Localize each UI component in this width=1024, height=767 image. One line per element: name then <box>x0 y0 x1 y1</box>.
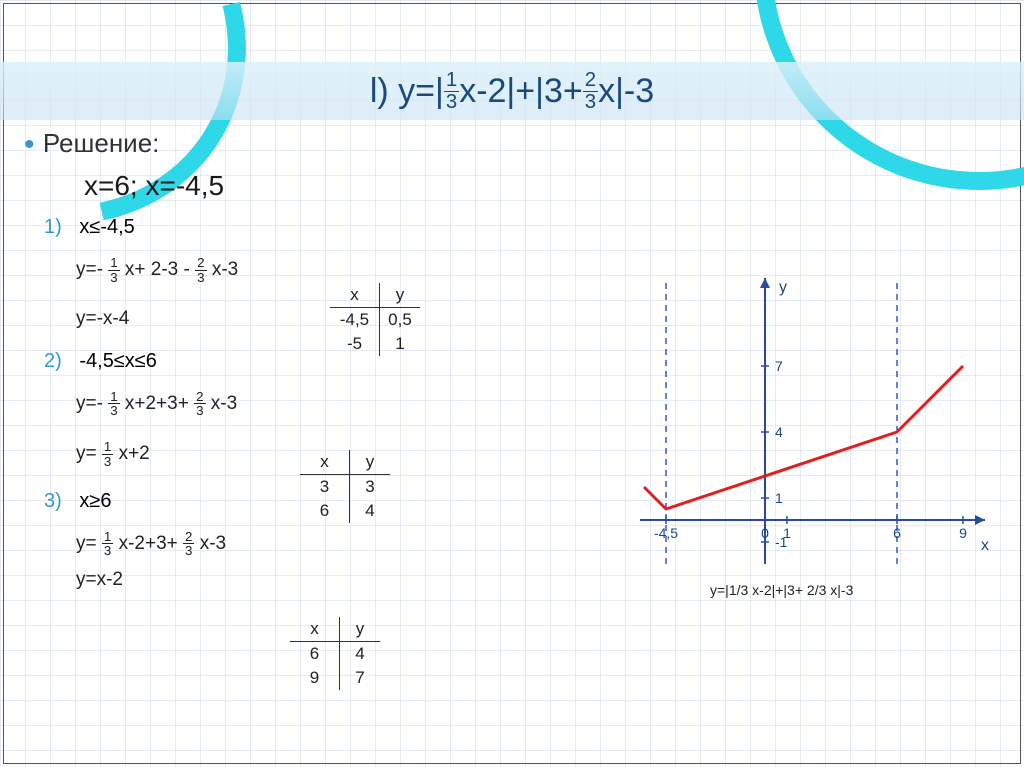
t2-r1y: 4 <box>350 499 390 523</box>
title-frac2: 2 3 <box>583 70 598 112</box>
case-1: 1) x≤-4,5 <box>44 216 624 239</box>
t2-yh: y <box>350 450 390 474</box>
svg-text:1: 1 <box>775 490 783 506</box>
t3-yh: y <box>340 617 380 641</box>
title-frac1-d: 3 <box>444 92 459 112</box>
title-frac2-d: 3 <box>583 92 598 112</box>
t1-r0y: 0,5 <box>380 308 420 332</box>
title-frac1-n: 1 <box>444 70 459 91</box>
case-3-cond: x≥6 <box>79 490 111 512</box>
c2-frac1: 13 <box>108 390 119 418</box>
c1-frac2: 23 <box>195 256 206 284</box>
content-area: Решение: x=6; x=-4,5 1) x≤-4,5 y=- 13 x+… <box>24 128 624 595</box>
c3-frac2: 23 <box>183 530 194 558</box>
c1-eq-mid: x+ 2-3 - <box>125 259 195 280</box>
case-2-cond: -4,5≤x≤6 <box>79 350 157 372</box>
t3-r1y: 7 <box>340 666 380 690</box>
c3-eq-pre: y= <box>76 533 97 554</box>
svg-text:4: 4 <box>775 424 783 440</box>
t2-r1x: 6 <box>300 499 350 523</box>
case-1-cond: x≤-4,5 <box>79 216 134 238</box>
title-band: l) y=| 1 3 x-2|+|3+ 2 3 x|-3 <box>0 62 1024 120</box>
svg-text:0: 0 <box>761 525 769 541</box>
t1-r1y: 1 <box>380 332 420 356</box>
title-suffix: x|-3 <box>598 72 654 111</box>
case-3-simp: y=x-2 <box>76 565 624 595</box>
t1-r0x: -4,5 <box>330 308 380 332</box>
svg-text:9: 9 <box>959 525 967 541</box>
t3-xh: x <box>290 617 340 641</box>
table-1: xy -4,50,5 -51 <box>330 283 420 356</box>
t2-r0x: 3 <box>300 475 350 499</box>
svg-text:y: y <box>779 279 787 296</box>
c2-eq-pre: y=- <box>76 393 108 414</box>
c2-eq-mid: x+2+3+ <box>125 393 189 414</box>
c1-eq-post: x-3 <box>212 259 238 280</box>
case-1-num: 1) <box>44 216 62 238</box>
c2-simp-post: x+2 <box>119 443 150 464</box>
table-2: xy 33 64 <box>300 450 390 523</box>
t3-r0y: 4 <box>340 642 380 666</box>
chart: -4,50169-1147yxy=|1/3 x-2|+|3+ 2/3 x|-3 <box>640 195 1000 605</box>
table-3: xy 64 97 <box>290 617 380 690</box>
c3-eq-mid: x-2+3+ <box>119 533 183 554</box>
c2-eq-post: x-3 <box>211 393 237 414</box>
case-3-eq: y= 13 x-2+3+ 23 x-3 <box>76 529 624 559</box>
case-2-eq: y=- 13 x+2+3+ 23 x-3 <box>76 389 624 419</box>
title-frac2-n: 2 <box>583 70 598 91</box>
title-frac1: 1 3 <box>444 70 459 112</box>
solution-label: Решение: <box>24 128 624 162</box>
svg-text:-1: -1 <box>775 534 788 550</box>
c3-eq-post: x-3 <box>200 533 226 554</box>
case-3-num: 3) <box>44 490 62 512</box>
svg-text:7: 7 <box>775 358 783 374</box>
t3-r0x: 6 <box>290 642 340 666</box>
t1-r1x: -5 <box>330 332 380 356</box>
case-2-num: 2) <box>44 350 62 372</box>
t2-xh: x <box>300 450 350 474</box>
c1-eq-pre: y=- <box>76 259 108 280</box>
c2-frac2: 23 <box>194 390 205 418</box>
t3-r1x: 9 <box>290 666 340 690</box>
svg-text:x: x <box>981 537 989 554</box>
c1-frac1: 13 <box>108 256 119 284</box>
critical-points: x=6; x=-4,5 <box>84 170 624 202</box>
t1-xh: x <box>330 283 380 307</box>
t2-r0y: 3 <box>350 475 390 499</box>
t1-yh: y <box>380 283 420 307</box>
title-prefix: l) y=| <box>370 72 444 111</box>
c3-frac1: 13 <box>102 530 113 558</box>
c2-simp-pre: y= <box>76 443 102 464</box>
svg-text:y=|1/3 x-2|+|3+ 2/3 x|-3: y=|1/3 x-2|+|3+ 2/3 x|-3 <box>710 582 854 598</box>
case-1-eq: y=- 13 x+ 2-3 - 23 x-3 <box>76 255 624 285</box>
title-mid: x-2|+|3+ <box>459 72 583 111</box>
c2-simp-frac: 13 <box>102 440 113 468</box>
svg-text:6: 6 <box>893 525 901 541</box>
svg-text:-4,5: -4,5 <box>654 525 678 541</box>
